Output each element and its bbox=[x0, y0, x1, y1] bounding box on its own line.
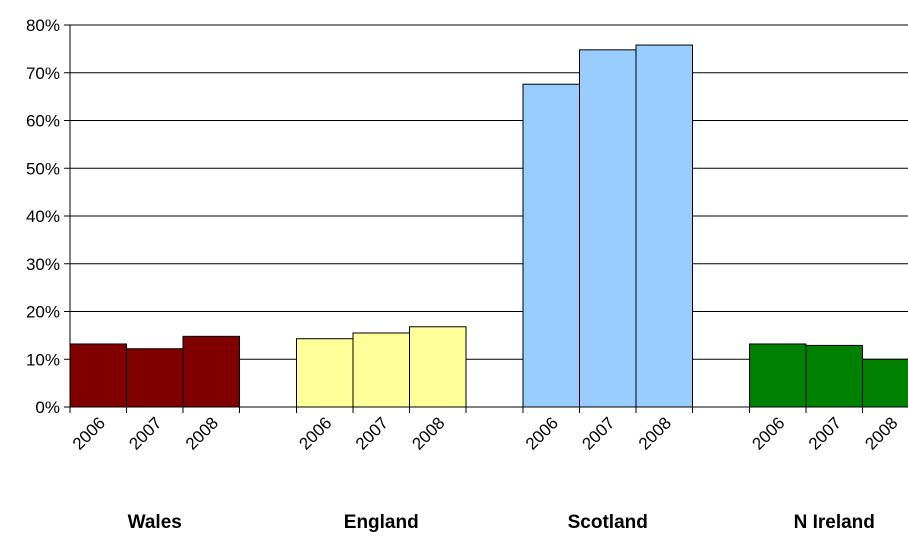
x-tick-label: 2007 bbox=[352, 413, 392, 453]
x-tick-label: 2007 bbox=[578, 413, 618, 453]
x-tick-label: 2008 bbox=[408, 413, 448, 453]
bar-n-ireland-2008 bbox=[863, 359, 908, 407]
bar-scotland-2008 bbox=[636, 45, 693, 407]
bar-scotland-2006 bbox=[523, 84, 580, 407]
group-label: Scotland bbox=[568, 512, 648, 533]
x-tick-label: 2006 bbox=[69, 413, 109, 453]
group-label: Wales bbox=[128, 512, 182, 533]
group-label: N Ireland bbox=[794, 512, 875, 533]
x-tick-label: 2007 bbox=[125, 413, 165, 453]
bar-england-2008 bbox=[410, 327, 467, 407]
y-tick-label: 60% bbox=[26, 112, 60, 131]
labels: 0% 10% 20% 30% 40% 50% 60% 70% 80% 2006 2007 2008 Wa… bbox=[26, 16, 902, 533]
y-tick-label: 0% bbox=[35, 398, 60, 417]
x-tick-label: 2008 bbox=[635, 413, 675, 453]
gridlines bbox=[70, 25, 908, 359]
group-label: England bbox=[344, 512, 419, 533]
x-tick-label: 2007 bbox=[805, 413, 845, 453]
x-tick-label: 2006 bbox=[522, 413, 562, 453]
y-tick-label: 50% bbox=[26, 159, 60, 178]
y-tick-label: 80% bbox=[26, 16, 60, 35]
y-tick-label: 20% bbox=[26, 303, 60, 322]
bar-england-2007 bbox=[353, 333, 410, 407]
bar-n-ireland-2006 bbox=[750, 344, 807, 407]
bar-england-2006 bbox=[297, 339, 354, 407]
bars bbox=[70, 45, 908, 407]
bar-wales-2006 bbox=[70, 344, 127, 407]
x-tick-label: 2008 bbox=[861, 413, 901, 453]
bar-wales-2007 bbox=[127, 349, 184, 407]
bar-wales-2008 bbox=[183, 336, 240, 407]
bar-n-ireland-2007 bbox=[806, 345, 863, 407]
bar-scotland-2007 bbox=[580, 50, 637, 407]
x-tick-label: 2006 bbox=[295, 413, 335, 453]
x-tick-label: 2008 bbox=[182, 413, 222, 453]
y-tick-label: 30% bbox=[26, 255, 60, 274]
x-tick-label: 2006 bbox=[748, 413, 788, 453]
y-tick-label: 70% bbox=[26, 64, 60, 83]
y-tick-label: 10% bbox=[26, 350, 60, 369]
y-tick-label: 40% bbox=[26, 207, 60, 226]
